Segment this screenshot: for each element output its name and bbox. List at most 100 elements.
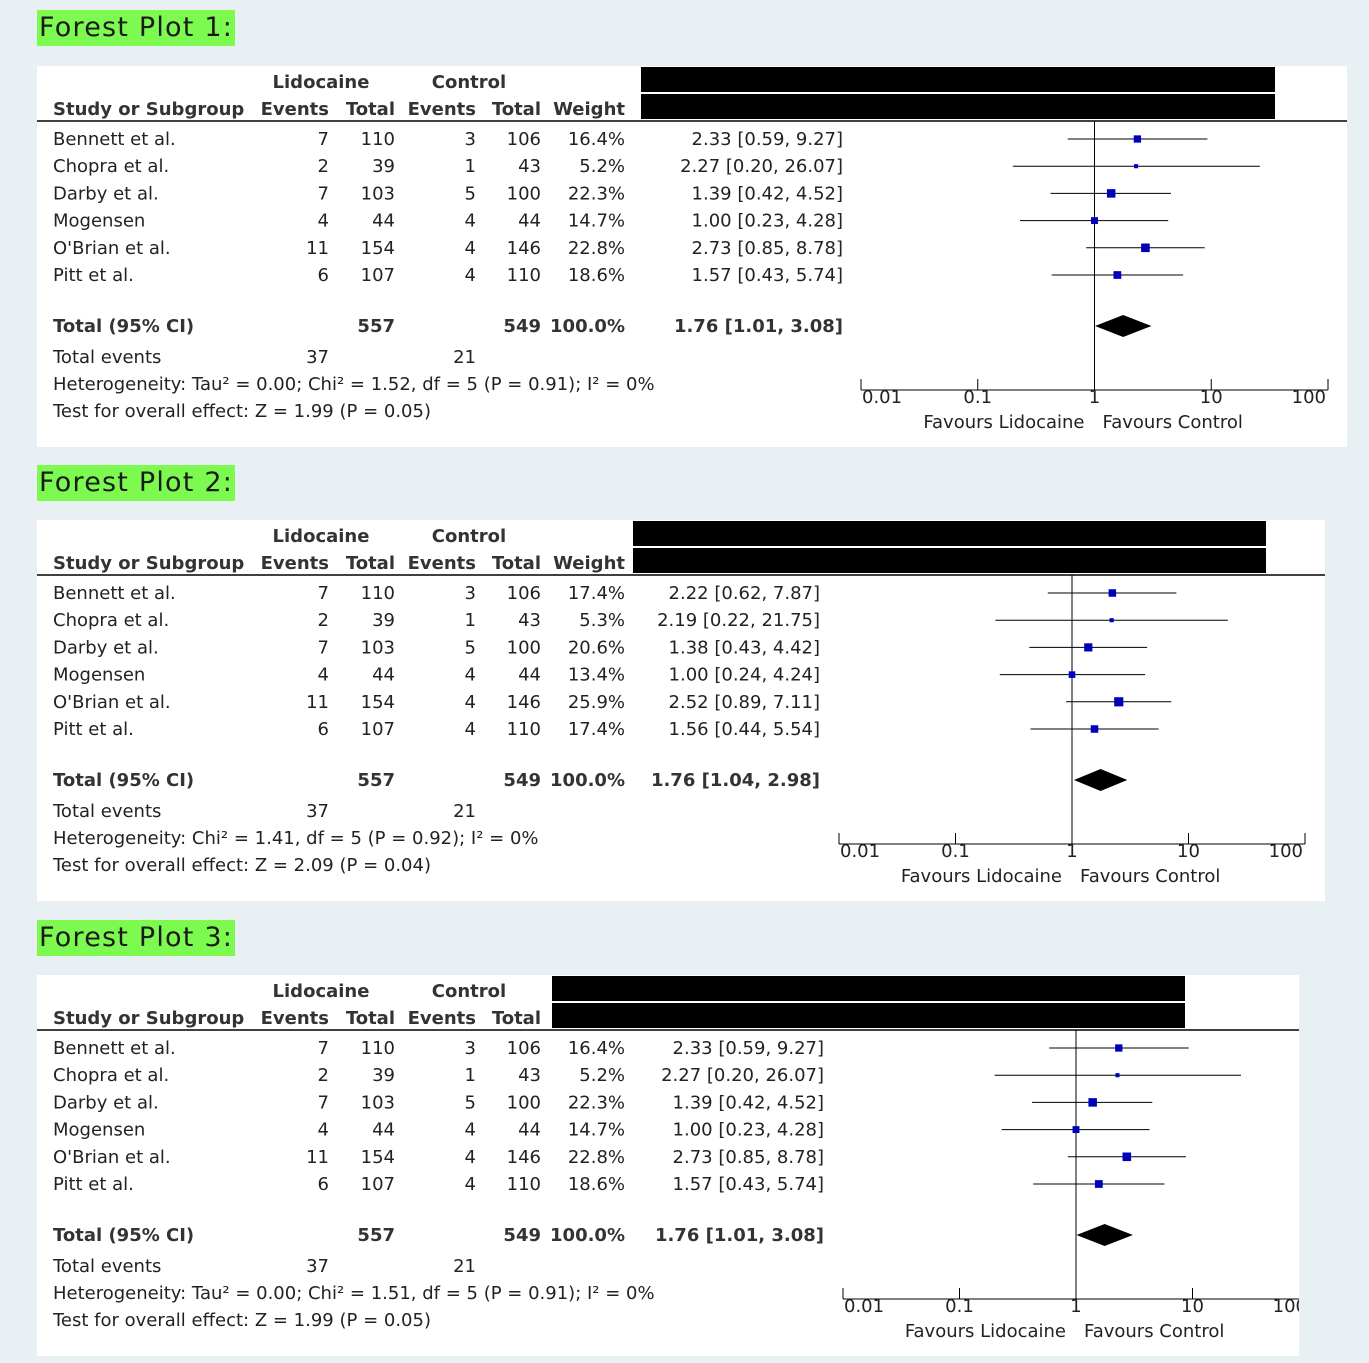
total-label: Total (95% CI): [53, 316, 194, 337]
effect-ci-text: 1.39 [0.42, 4.52]: [673, 1092, 824, 1113]
total-weight: 100.0%: [550, 316, 625, 337]
weight-value: 22.3%: [568, 183, 625, 204]
forest-plot-2-svg: Lidocaine Control Study or Subgroup Events T…: [37, 521, 1325, 887]
x-tick-label: 10: [1181, 1296, 1204, 1317]
events-lidocaine: 7: [318, 129, 329, 150]
total-control: 43: [518, 156, 541, 177]
study-name: Mogensen: [53, 211, 145, 232]
col-header-events-lidocaine: Events: [261, 99, 329, 120]
total-label: Total (95% CI): [53, 1225, 194, 1246]
favours-lidocaine-label: Favours Lidocaine: [923, 412, 1084, 433]
study-name: Chopra et al.: [53, 1065, 169, 1086]
study-name: Darby et al.: [53, 637, 159, 658]
study-name: Mogensen: [53, 665, 145, 686]
events-control: 4: [465, 719, 476, 740]
total-participants-lidocaine: 557: [357, 1225, 395, 1246]
col-header-events-lidocaine: Events: [261, 553, 329, 574]
total-control: 100: [507, 183, 541, 204]
header-bar-top: [641, 67, 1275, 92]
events-control: 1: [465, 610, 476, 631]
study-name: Darby et al.: [53, 183, 159, 204]
total-lidocaine: 103: [361, 637, 395, 658]
total-lidocaine: 107: [361, 1174, 395, 1195]
pooled-ci-text: 1.76 [1.04, 2.98]: [651, 770, 820, 791]
events-control: 1: [465, 1065, 476, 1086]
total-lidocaine: 103: [361, 183, 395, 204]
total-lidocaine: 110: [361, 583, 395, 604]
total-events-label: Total events: [52, 347, 161, 368]
x-tick-label: 10: [1200, 387, 1223, 408]
events-control: 1: [465, 156, 476, 177]
group-header-lidocaine: Lidocaine: [273, 981, 370, 1002]
effect-ci-text: 2.19 [0.22, 21.75]: [657, 610, 820, 631]
weight-value: 20.6%: [568, 637, 625, 658]
study-name: Pitt et al.: [53, 1174, 134, 1195]
total-lidocaine: 103: [361, 1092, 395, 1113]
favours-lidocaine-label: Favours Lidocaine: [901, 866, 1062, 887]
events-control: 4: [465, 665, 476, 686]
events-control: 4: [465, 211, 476, 232]
total-lidocaine: 154: [361, 692, 395, 713]
total-lidocaine: 107: [361, 265, 395, 286]
weight-value: 5.2%: [579, 1065, 625, 1086]
x-tick-label: 0.01: [840, 841, 880, 862]
heterogeneity-text: Heterogeneity: Tau² = 0.00; Chi² = 1.52,…: [53, 374, 655, 395]
x-tick-label: 10: [1177, 841, 1200, 862]
weight-value: 22.3%: [568, 1092, 625, 1113]
pooled-diamond: [1073, 769, 1128, 791]
study-name: Mogensen: [53, 1120, 145, 1141]
point-estimate-marker: [1134, 164, 1139, 169]
total-lidocaine: 39: [372, 610, 395, 631]
effect-ci-text: 2.33 [0.59, 9.27]: [692, 129, 843, 150]
plot-3-label: Forest Plot 3:: [37, 920, 235, 956]
events-lidocaine: 7: [318, 637, 329, 658]
weight-value: 14.7%: [568, 1120, 625, 1141]
col-header-study: Study or Subgroup: [53, 1008, 244, 1029]
favours-control-label: Favours Control: [1080, 866, 1220, 887]
group-header-control: Control: [432, 526, 506, 547]
events-lidocaine: 6: [318, 265, 329, 286]
total-control: 106: [507, 129, 541, 150]
weight-value: 14.7%: [568, 211, 625, 232]
col-header-weight: Weight: [553, 553, 625, 574]
total-participants-control: 549: [503, 316, 541, 337]
weight-value: 13.4%: [568, 665, 625, 686]
events-lidocaine: 7: [318, 583, 329, 604]
x-tick-label: 1: [1089, 387, 1100, 408]
events-lidocaine: 4: [318, 211, 329, 232]
total-control: 43: [518, 1065, 541, 1086]
overall-effect-text: Test for overall effect: Z = 2.09 (P = 0…: [52, 855, 431, 876]
forest-plot-3: Lidocaine Control Study or Subgroup Events T…: [37, 975, 1299, 1356]
total-control: 146: [507, 1147, 541, 1168]
effect-ci-text: 1.39 [0.42, 4.52]: [692, 183, 843, 204]
group-header-control: Control: [432, 72, 506, 93]
study-name: Pitt et al.: [53, 719, 134, 740]
point-estimate-marker: [1068, 671, 1076, 678]
events-lidocaine: 11: [306, 238, 329, 259]
x-tick-label: 100: [1292, 387, 1326, 408]
total-lidocaine: 44: [372, 1120, 395, 1141]
x-tick-label: 0.1: [941, 841, 970, 862]
heterogeneity-text: Heterogeneity: Tau² = 0.00; Chi² = 1.51,…: [53, 1283, 655, 1304]
total-control: 110: [507, 265, 541, 286]
total-control: 44: [518, 211, 541, 232]
weight-value: 17.4%: [568, 583, 625, 604]
forest-plot-2: Lidocaine Control Study or Subgroup Events T…: [37, 520, 1325, 901]
total-lidocaine: 110: [361, 1038, 395, 1059]
effect-ci-text: 1.00 [0.23, 4.28]: [673, 1120, 824, 1141]
favours-control-label: Favours Control: [1084, 1321, 1224, 1342]
weight-value: 22.8%: [568, 238, 625, 259]
weight-value: 16.4%: [568, 1038, 625, 1059]
events-control: 4: [465, 265, 476, 286]
effect-ci-text: 2.33 [0.59, 9.27]: [673, 1038, 824, 1059]
events-control: 5: [465, 183, 476, 204]
total-control: 44: [518, 1120, 541, 1141]
x-tick-label: 0.01: [844, 1296, 884, 1317]
effect-ci-text: 2.27 [0.20, 26.07]: [680, 156, 843, 177]
total-control: 110: [507, 719, 541, 740]
group-header-lidocaine: Lidocaine: [273, 526, 370, 547]
weight-value: 16.4%: [568, 129, 625, 150]
total-participants-lidocaine: 557: [357, 316, 395, 337]
point-estimate-marker: [1133, 135, 1142, 143]
study-name: Chopra et al.: [53, 156, 169, 177]
